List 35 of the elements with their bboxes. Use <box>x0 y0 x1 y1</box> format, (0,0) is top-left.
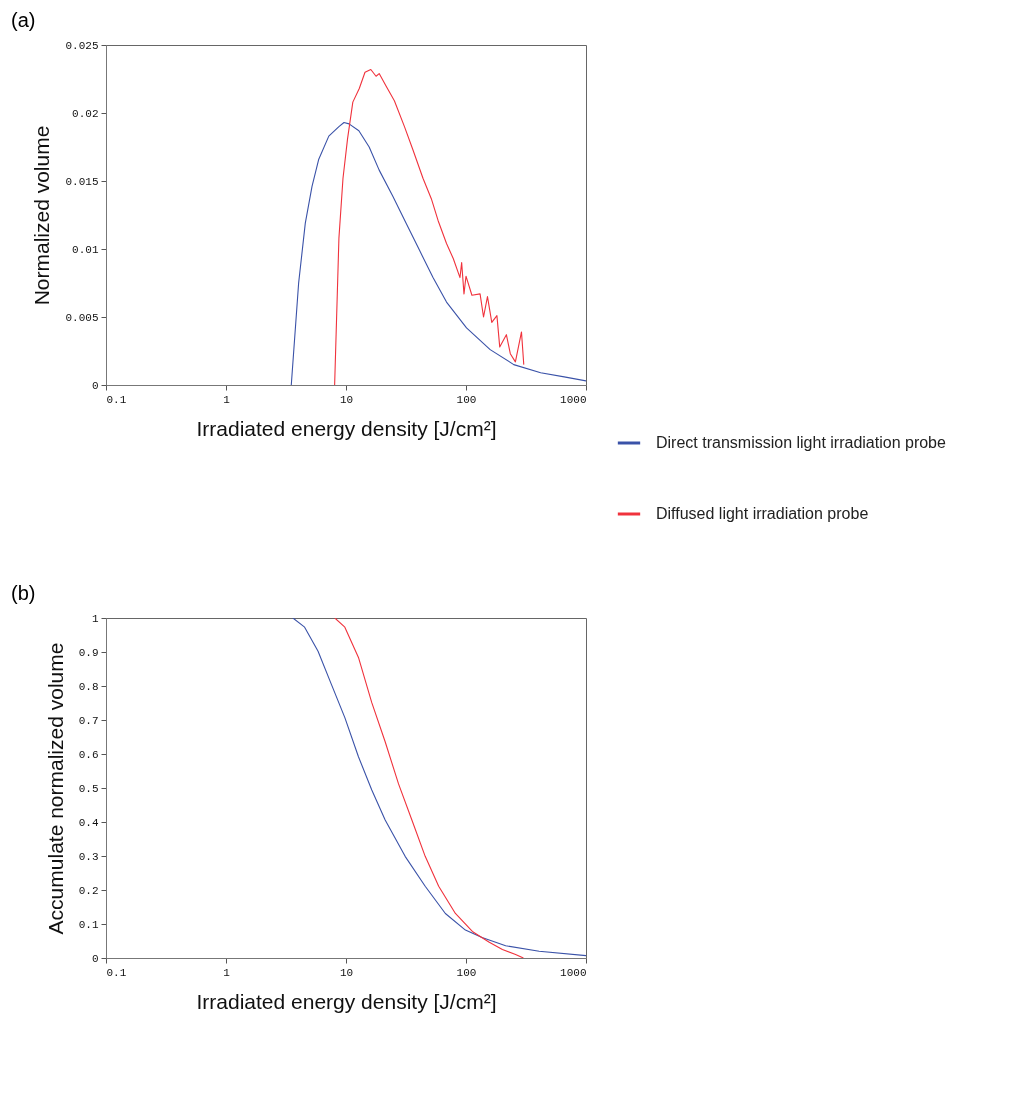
x-tick-label: 100 <box>456 393 477 406</box>
y-tick-label: 0.1 <box>78 918 99 931</box>
y-tick-label: 0.005 <box>65 311 99 324</box>
y-tick-label: 0.7 <box>78 714 99 727</box>
x-tick-label: 1000 <box>560 393 587 406</box>
x-tick-label: 0.1 <box>106 393 127 406</box>
y-tick-label: 1 <box>91 612 99 625</box>
y-tick-label: 0.9 <box>78 646 99 659</box>
y-axis-title: Accumulate normalized volume <box>43 642 67 935</box>
x-tick-label: 1 <box>223 966 231 979</box>
legend-label: Direct transmission light irradiation probe <box>656 434 946 451</box>
y-tick-label: 0.6 <box>78 748 99 761</box>
legend-label: Diffused light irradiation probe <box>656 505 869 522</box>
y-tick-label: 0.2 <box>78 884 99 897</box>
x-tick-label: 0.1 <box>106 966 127 979</box>
y-tick-label: 0.02 <box>72 107 99 120</box>
x-tick-label: 1 <box>223 393 231 406</box>
y-tick-label: 0 <box>91 379 99 392</box>
y-tick-label: 0.025 <box>65 39 99 52</box>
x-tick-label: 1000 <box>560 966 587 979</box>
y-axis-title: Normalized volume <box>30 125 54 306</box>
y-tick-label: 0 <box>91 952 99 965</box>
x-axis-title: Irradiated energy density [J/cm²] <box>196 416 497 440</box>
x-tick-label: 10 <box>339 393 354 406</box>
y-tick-label: 0.01 <box>72 243 99 256</box>
x-tick-label: 10 <box>339 966 354 979</box>
chart-title: (b) <box>11 582 36 604</box>
y-tick-label: 0.015 <box>65 175 99 188</box>
chart-title: (a) <box>11 9 36 31</box>
y-tick-label: 0.5 <box>78 782 99 795</box>
x-tick-label: 100 <box>456 966 477 979</box>
y-tick-label: 0.4 <box>78 816 99 829</box>
y-tick-label: 0.8 <box>78 680 99 693</box>
x-axis-title: Irradiated energy density [J/cm²] <box>196 989 497 1013</box>
y-tick-label: 0.3 <box>78 850 99 863</box>
